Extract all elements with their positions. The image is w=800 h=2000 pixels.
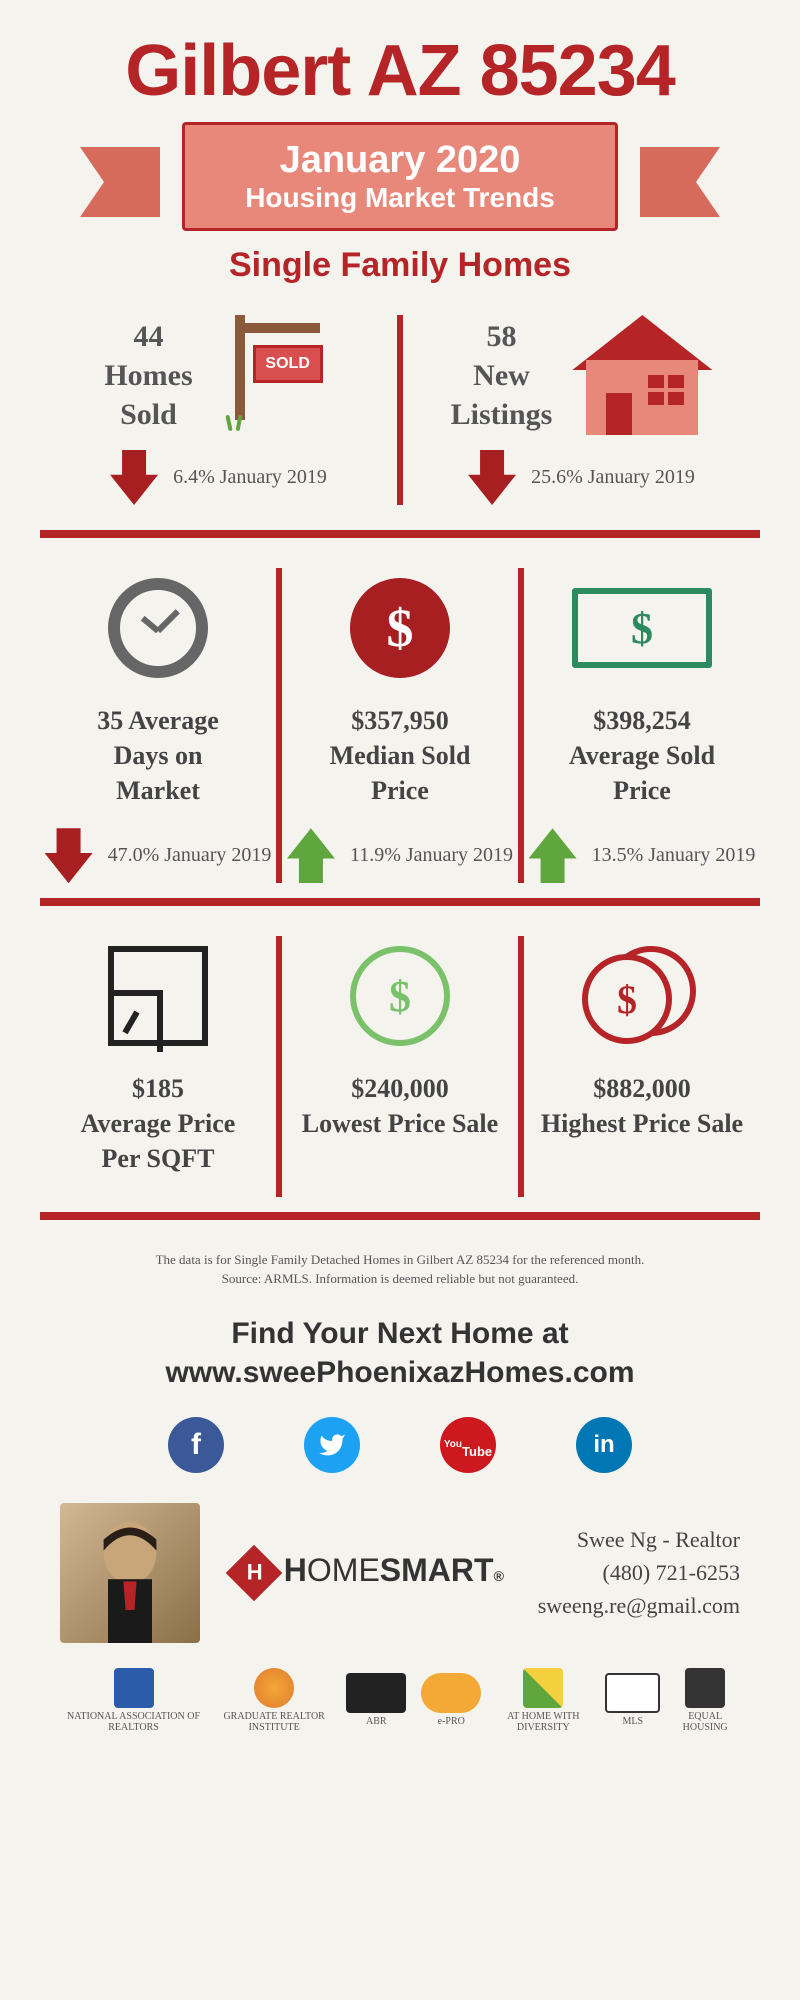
sqft-text: $185 Average Price Per SQFT xyxy=(81,1071,236,1176)
highest-sale-block: $ $882,000 Highest Price Sale xyxy=(524,936,760,1196)
realtor-name: Swee Ng - Realtor xyxy=(538,1523,740,1556)
certifications-row: NATIONAL ASSOCIATION OF REALTORS GRADUAT… xyxy=(40,1668,760,1733)
stats-row-2: 35 Average Days on Market 47.0% January … xyxy=(40,568,760,883)
contact-info: Swee Ng - Realtor (480) 721-6253 sweeng.… xyxy=(538,1523,740,1622)
dollar-ring-green-icon: $ xyxy=(350,946,450,1046)
realtor-phone: (480) 721-6253 xyxy=(538,1556,740,1589)
stats-row-3: $185 Average Price Per SQFT $ $240,000 L… xyxy=(40,936,760,1196)
youtube-icon[interactable]: YouTube xyxy=(440,1417,496,1473)
arrow-up-icon xyxy=(287,828,335,883)
avg-price-block: $ $398,254 Average Sold Price 13.5% Janu… xyxy=(524,568,760,883)
highest-text: $882,000 Highest Price Sale xyxy=(541,1071,743,1141)
arrow-down-icon xyxy=(110,450,158,505)
ribbon-body: January 2020 Housing Market Trends xyxy=(182,122,618,231)
homes-sold-block: 44 Homes Sold SOLD 6.4% January 2019 xyxy=(40,315,397,505)
homesmart-icon xyxy=(226,1545,283,1602)
dom-change: 47.0% January 2019 xyxy=(108,844,272,867)
brand-logo: HOMESMART® xyxy=(234,1552,504,1593)
subtitle: Single Family Homes xyxy=(40,246,760,285)
arrow-up-icon xyxy=(529,828,577,883)
dollar-bill-icon: $ xyxy=(572,588,712,668)
days-on-market-block: 35 Average Days on Market 47.0% January … xyxy=(40,568,276,883)
linkedin-icon[interactable]: in xyxy=(576,1417,632,1473)
lowest-sale-block: $ $240,000 Lowest Price Sale xyxy=(282,936,518,1196)
footnote: The data is for Single Family Detached H… xyxy=(40,1250,760,1289)
price-per-sqft-block: $185 Average Price Per SQFT xyxy=(40,936,276,1196)
median-text: $357,950 Median Sold Price xyxy=(330,703,471,808)
new-listings-change: 25.6% January 2019 xyxy=(531,466,695,489)
twitter-icon[interactable] xyxy=(304,1417,360,1473)
cert-mls: MLS xyxy=(605,1673,660,1727)
median-change: 11.9% January 2019 xyxy=(350,844,513,867)
median-price-block: $ $357,950 Median Sold Price 11.9% Janua… xyxy=(282,568,518,883)
ribbon-date: January 2020 xyxy=(245,139,555,182)
realtor-photo xyxy=(60,1503,200,1643)
cta-text: Find Your Next Home at www.sweePhoenixaz… xyxy=(40,1314,760,1392)
arrow-down-icon xyxy=(468,450,516,505)
cert-gri: GRADUATE REALTOR INSTITUTE xyxy=(217,1668,331,1733)
cert-epro: e-PRO xyxy=(421,1673,481,1727)
facebook-icon[interactable]: f xyxy=(168,1417,224,1473)
cert-equal-housing: EQUAL HOUSING xyxy=(675,1668,735,1733)
lowest-text: $240,000 Lowest Price Sale xyxy=(302,1071,498,1141)
ribbon-wing-right xyxy=(640,147,720,217)
section-divider xyxy=(40,898,760,906)
realtor-email: sweeng.re@gmail.com xyxy=(538,1589,740,1622)
cert-abr: ABR xyxy=(346,1673,406,1727)
avg-text: $398,254 Average Sold Price xyxy=(569,703,715,808)
page-title: Gilbert AZ 85234 xyxy=(40,30,760,112)
social-icons-row: f YouTube in xyxy=(40,1417,760,1473)
ribbon-wing-left xyxy=(80,147,160,217)
floorplan-icon xyxy=(108,946,208,1046)
arrow-down-icon xyxy=(45,828,93,883)
section-divider xyxy=(40,1212,760,1220)
contact-row: HOMESMART® Swee Ng - Realtor (480) 721-6… xyxy=(40,1503,760,1643)
new-listings-text: 58 New Listings xyxy=(451,317,553,434)
sold-sign-icon: SOLD xyxy=(213,315,333,435)
cert-nar: NATIONAL ASSOCIATION OF REALTORS xyxy=(65,1668,202,1733)
house-icon xyxy=(572,315,712,435)
avg-change: 13.5% January 2019 xyxy=(592,844,756,867)
ribbon-subtitle: Housing Market Trends xyxy=(245,182,555,214)
stats-row-1: 44 Homes Sold SOLD 6.4% January 2019 58 xyxy=(40,315,760,505)
section-divider xyxy=(40,530,760,538)
homes-sold-change: 6.4% January 2019 xyxy=(173,466,327,489)
homes-sold-text: 44 Homes Sold xyxy=(104,317,192,434)
clock-icon xyxy=(108,578,208,678)
dollar-rings-red-icon: $ xyxy=(582,946,702,1046)
dollar-coin-icon: $ xyxy=(350,578,450,678)
ribbon-banner: January 2020 Housing Market Trends xyxy=(40,122,760,231)
new-listings-block: 58 New Listings 25.6% January 2019 xyxy=(403,315,760,505)
cert-diversity: AT HOME WITH DIVERSITY xyxy=(496,1668,590,1733)
dom-text: 35 Average Days on Market xyxy=(97,703,219,808)
